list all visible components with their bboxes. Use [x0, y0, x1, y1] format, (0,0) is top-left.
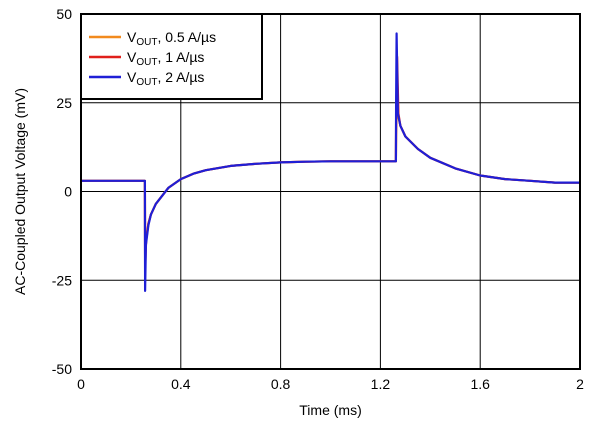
x-tick-label: 2	[576, 376, 584, 392]
y-tick-label: -25	[52, 272, 72, 288]
series-layer	[81, 32, 580, 292]
x-axis-title: Time (ms)	[299, 402, 361, 418]
y-tick-label: 0	[64, 184, 72, 200]
y-tick-label: 50	[56, 6, 72, 22]
legend-label: VOUT, 0.5 A/µs	[127, 29, 216, 48]
x-tick-labels: 0 0.4 0.8 1.2 1.6 2	[77, 376, 584, 392]
y-axis-title: AC-Coupled Output Voltage (mV)	[12, 88, 28, 295]
plot-frame	[80, 13, 581, 370]
x-tick-label: 0	[77, 376, 85, 392]
y-tick-label: 25	[56, 95, 72, 111]
x-tick-label: 1.6	[470, 376, 490, 392]
x-tick-label: 0.4	[171, 376, 191, 392]
legend-label: VOUT, 1 A/µs	[127, 49, 204, 68]
y-tick-label: -50	[52, 361, 72, 377]
legend-label: VOUT, 2 A/µs	[127, 69, 204, 88]
y-tick-labels: -50 -25 0 25 50	[52, 6, 72, 377]
x-tick-label: 0.8	[271, 376, 291, 392]
series-line-3	[81, 32, 580, 292]
x-tick-label: 1.2	[371, 376, 391, 392]
